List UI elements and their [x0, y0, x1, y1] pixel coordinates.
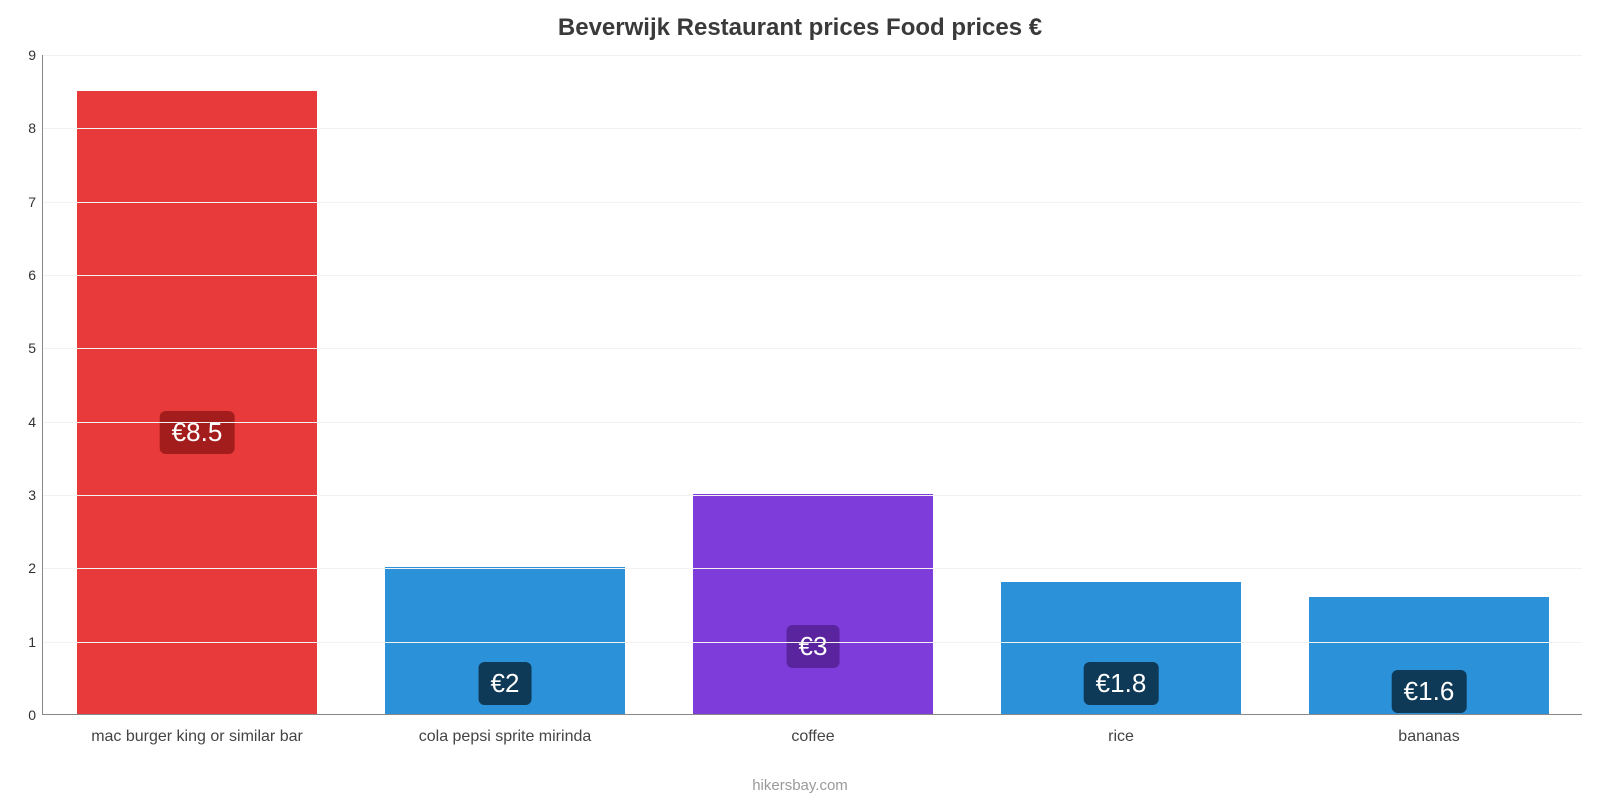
chart-container: Beverwijk Restaurant prices Food prices … — [0, 0, 1600, 800]
gridline — [43, 422, 1582, 423]
y-tick-label: 1 — [6, 634, 36, 650]
y-tick-label: 7 — [6, 194, 36, 210]
x-tick-label: mac burger king or similar bar — [91, 728, 303, 746]
gridline — [43, 348, 1582, 349]
gridline — [43, 642, 1582, 643]
value-badge: €8.5 — [160, 411, 235, 454]
gridline — [43, 495, 1582, 496]
attribution-text: hikersbay.com — [0, 777, 1600, 794]
gridline — [43, 202, 1582, 203]
y-tick-label: 0 — [6, 707, 36, 723]
bar: €3 — [693, 494, 933, 714]
bar-slot: €1.8rice — [967, 55, 1275, 714]
value-badge: €3 — [787, 625, 840, 668]
x-tick-label: rice — [1108, 728, 1134, 746]
x-tick-label: coffee — [791, 728, 834, 746]
bar: €1.6 — [1309, 597, 1549, 714]
plot-area: €8.5mac burger king or similar bar€2cola… — [42, 55, 1582, 715]
x-tick-label: bananas — [1398, 728, 1459, 746]
gridline — [43, 568, 1582, 569]
y-tick-label: 3 — [6, 487, 36, 503]
value-badge: €1.6 — [1392, 670, 1467, 713]
bar-slot: €2cola pepsi sprite mirinda — [351, 55, 659, 714]
chart-title: Beverwijk Restaurant prices Food prices … — [0, 14, 1600, 42]
gridline — [43, 275, 1582, 276]
bar: €1.8 — [1001, 582, 1241, 714]
y-tick-label: 5 — [6, 340, 36, 356]
x-tick-label: cola pepsi sprite mirinda — [419, 728, 592, 746]
bar: €8.5 — [77, 91, 317, 714]
value-badge: €2 — [479, 662, 532, 705]
bar-slot: €8.5mac burger king or similar bar — [43, 55, 351, 714]
y-tick-label: 4 — [6, 414, 36, 430]
bar-slot: €1.6bananas — [1275, 55, 1583, 714]
y-tick-label: 2 — [6, 560, 36, 576]
y-tick-label: 6 — [6, 267, 36, 283]
gridline — [43, 55, 1582, 56]
y-tick-label: 9 — [6, 47, 36, 63]
value-badge: €1.8 — [1084, 662, 1159, 705]
gridline — [43, 128, 1582, 129]
bar-slot: €3coffee — [659, 55, 967, 714]
bars-layer: €8.5mac burger king or similar bar€2cola… — [43, 55, 1582, 714]
y-tick-label: 8 — [6, 120, 36, 136]
